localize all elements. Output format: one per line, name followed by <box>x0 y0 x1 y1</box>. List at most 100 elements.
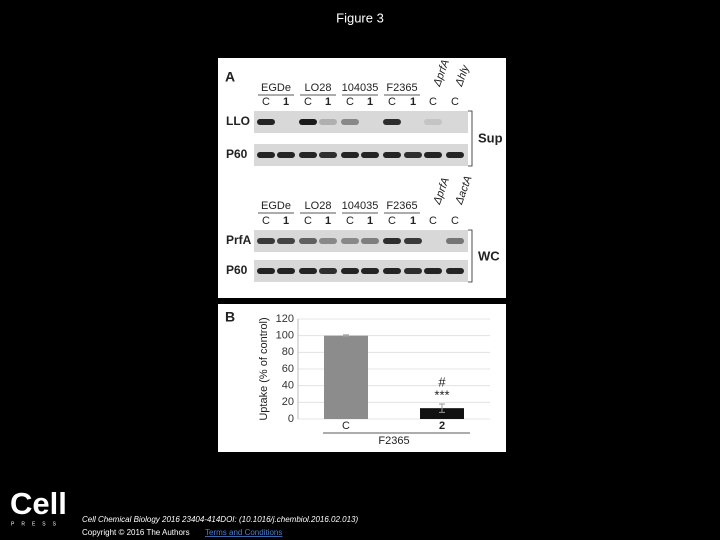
y-tick-label: 60 <box>282 363 294 375</box>
blot-band <box>424 268 442 274</box>
lane-label: C <box>262 215 270 227</box>
blot-band <box>446 238 464 244</box>
lane-label: 1 <box>367 96 373 108</box>
y-tick-label: 0 <box>288 413 294 425</box>
blot-band <box>257 268 275 274</box>
y-tick-label: 80 <box>282 346 294 358</box>
blot-band <box>319 119 337 125</box>
y-tick-label: 20 <box>282 396 294 408</box>
lane-label: C <box>451 96 459 108</box>
panel-a-box <box>218 58 506 298</box>
group-label: LO28 <box>305 200 332 212</box>
logo-name: Cell <box>10 486 67 521</box>
bar <box>420 408 464 419</box>
blot-band <box>424 119 442 125</box>
blot-band <box>299 152 317 158</box>
error-bar <box>343 334 349 337</box>
blot-band <box>383 152 401 158</box>
group-label: F2365 <box>378 435 409 447</box>
bracket <box>468 229 473 283</box>
group-label: EGDe <box>261 200 291 212</box>
blot-band <box>277 268 295 274</box>
blot-band <box>446 268 464 274</box>
blot-band <box>341 152 359 158</box>
lane-label: 1 <box>325 215 331 227</box>
lane-label: C <box>429 96 437 108</box>
blot-band <box>383 119 401 125</box>
annotation: # <box>438 374 446 389</box>
blot-band <box>361 268 379 274</box>
y-tick-label: 40 <box>282 380 294 392</box>
blot-band <box>257 152 275 158</box>
row-label: P60 <box>226 147 248 161</box>
blot-strip <box>254 230 468 252</box>
blot-band <box>319 152 337 158</box>
lane-label: C <box>429 215 437 227</box>
blot-band <box>404 268 422 274</box>
blot-band <box>299 268 317 274</box>
group-label: 104035 <box>342 200 379 212</box>
blot-band <box>361 152 379 158</box>
lane-label: 1 <box>325 96 331 108</box>
x-tick-label: 2 <box>439 420 445 432</box>
group-label: EGDe <box>261 82 291 94</box>
lane-label: 1 <box>410 96 416 108</box>
blot-strip <box>254 111 468 133</box>
row-label: LLO <box>226 114 250 128</box>
y-tick-label: 100 <box>276 330 294 342</box>
bar <box>324 335 368 419</box>
footer-journal: Cell Chemical Biology 2016 23404-414DOI:… <box>82 515 359 524</box>
lane-label: 1 <box>283 96 289 108</box>
logo-press: PRESS <box>11 521 63 527</box>
footer-copyright: Copyright © 2016 The Authors <box>82 528 190 537</box>
bracket <box>468 110 473 167</box>
bar-chart: B Uptake (% of control) 0 20 40 60 80 100 120 C 2 *… <box>225 309 490 447</box>
blot-band <box>404 152 422 158</box>
blot-band <box>383 268 401 274</box>
fraction-label: Sup <box>478 130 503 145</box>
blot-band <box>319 238 337 244</box>
blot-band <box>257 238 275 244</box>
lane-label: 1 <box>410 215 416 227</box>
blot-band <box>341 268 359 274</box>
lane-label: C <box>304 96 312 108</box>
blot-band <box>257 119 275 125</box>
fraction-label: WC <box>478 248 500 263</box>
lane-label: C <box>346 96 354 108</box>
blot-band <box>424 152 442 158</box>
lane-label: 1 <box>283 215 289 227</box>
blot-band <box>299 238 317 244</box>
group-label: LO28 <box>305 82 332 94</box>
x-tick-label: C <box>342 420 350 432</box>
blot-band <box>341 119 359 125</box>
blot-band <box>277 238 295 244</box>
row-label: P60 <box>226 263 248 277</box>
lane-label: C <box>388 215 396 227</box>
lane-label: C <box>262 96 270 108</box>
group-label: F2365 <box>386 82 417 94</box>
panel-label: B <box>225 309 235 325</box>
row-label: PrfA <box>226 233 252 247</box>
group-label: 104035 <box>342 82 379 94</box>
blot-band <box>341 238 359 244</box>
blot-band <box>404 238 422 244</box>
blot-band <box>383 238 401 244</box>
blot-band <box>277 152 295 158</box>
lane-label: C <box>346 215 354 227</box>
lane-label: 1 <box>367 215 373 227</box>
y-tick-label: 120 <box>276 313 294 325</box>
y-axis-label: Uptake (% of control) <box>258 317 270 420</box>
group-label: F2365 <box>386 200 417 212</box>
annotation: *** <box>434 387 449 402</box>
slide-title: Figure 3 <box>336 10 384 25</box>
lane-label: C <box>388 96 396 108</box>
terms-link[interactable]: Terms and Conditions <box>205 528 282 537</box>
blot-band <box>361 238 379 244</box>
blot-band <box>446 152 464 158</box>
error-bar <box>439 403 445 413</box>
lane-label: C <box>304 215 312 227</box>
blot-band <box>319 268 337 274</box>
lane-label: C <box>451 215 459 227</box>
